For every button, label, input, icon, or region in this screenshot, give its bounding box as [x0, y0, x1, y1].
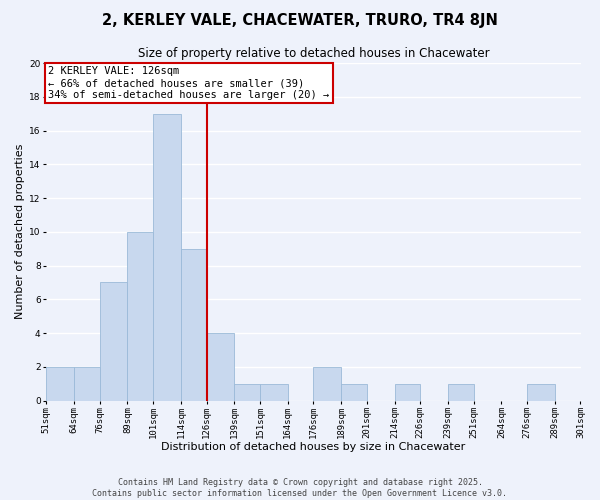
Bar: [100, 282, 127, 401]
Bar: [260, 384, 288, 400]
X-axis label: Distribution of detached houses by size in Chacewater: Distribution of detached houses by size …: [161, 442, 466, 452]
Bar: [341, 384, 367, 400]
Bar: [206, 333, 234, 400]
Bar: [527, 384, 555, 400]
Bar: [234, 384, 260, 400]
Y-axis label: Number of detached properties: Number of detached properties: [15, 144, 25, 320]
Text: Contains HM Land Registry data © Crown copyright and database right 2025.
Contai: Contains HM Land Registry data © Crown c…: [92, 478, 508, 498]
Bar: [74, 367, 100, 400]
Text: 2 KERLEY VALE: 126sqm
← 66% of detached houses are smaller (39)
34% of semi-deta: 2 KERLEY VALE: 126sqm ← 66% of detached …: [49, 66, 329, 100]
Bar: [46, 367, 74, 400]
Title: Size of property relative to detached houses in Chacewater: Size of property relative to detached ho…: [137, 48, 489, 60]
Bar: [181, 248, 206, 400]
Bar: [313, 367, 341, 400]
Text: 2, KERLEY VALE, CHACEWATER, TRURO, TR4 8JN: 2, KERLEY VALE, CHACEWATER, TRURO, TR4 8…: [102, 12, 498, 28]
Bar: [448, 384, 473, 400]
Bar: [127, 232, 153, 400]
Bar: [153, 114, 181, 401]
Bar: [395, 384, 420, 400]
